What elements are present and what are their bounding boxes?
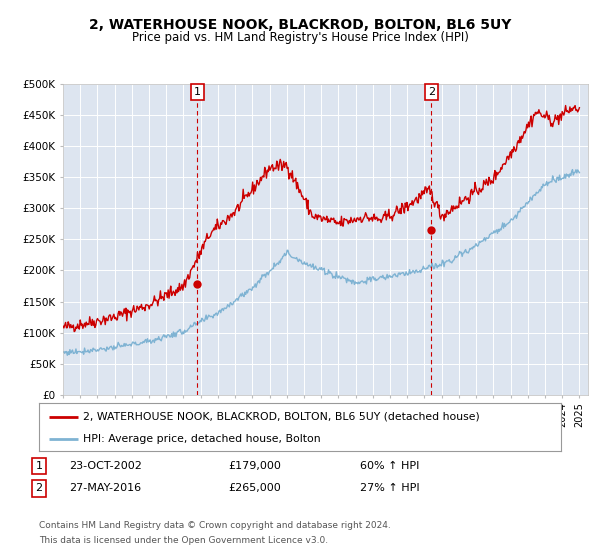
Text: 1: 1: [35, 461, 43, 471]
Text: 2: 2: [35, 483, 43, 493]
Text: 27-MAY-2016: 27-MAY-2016: [69, 483, 141, 493]
Text: This data is licensed under the Open Government Licence v3.0.: This data is licensed under the Open Gov…: [39, 536, 328, 545]
Text: Contains HM Land Registry data © Crown copyright and database right 2024.: Contains HM Land Registry data © Crown c…: [39, 521, 391, 530]
Text: Price paid vs. HM Land Registry's House Price Index (HPI): Price paid vs. HM Land Registry's House …: [131, 31, 469, 44]
Text: 1: 1: [194, 87, 201, 97]
Text: £179,000: £179,000: [228, 461, 281, 471]
Text: 2, WATERHOUSE NOOK, BLACKROD, BOLTON, BL6 5UY (detached house): 2, WATERHOUSE NOOK, BLACKROD, BOLTON, BL…: [83, 412, 480, 422]
Text: 60% ↑ HPI: 60% ↑ HPI: [360, 461, 419, 471]
Text: 2, WATERHOUSE NOOK, BLACKROD, BOLTON, BL6 5UY: 2, WATERHOUSE NOOK, BLACKROD, BOLTON, BL…: [89, 18, 511, 32]
Text: 27% ↑ HPI: 27% ↑ HPI: [360, 483, 419, 493]
Text: £265,000: £265,000: [228, 483, 281, 493]
Text: 23-OCT-2002: 23-OCT-2002: [69, 461, 142, 471]
Text: HPI: Average price, detached house, Bolton: HPI: Average price, detached house, Bolt…: [83, 434, 321, 444]
Text: 2: 2: [428, 87, 435, 97]
